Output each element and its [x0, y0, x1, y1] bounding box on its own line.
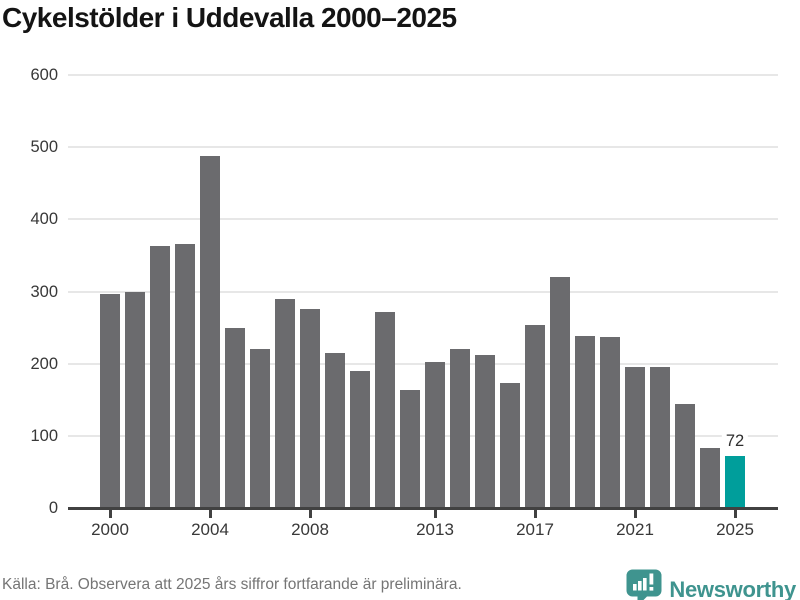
newsworthy-logo-icon	[626, 569, 662, 600]
gridline-600	[68, 74, 778, 76]
x-axis-tick	[633, 510, 637, 518]
bar-2008	[300, 308, 320, 508]
x-axis-line	[68, 507, 778, 510]
y-axis-label: 200	[30, 354, 58, 373]
bar-2015	[475, 355, 495, 508]
newsworthy-brand-name: Newsworthy	[669, 577, 796, 600]
x-axis-tick	[208, 510, 212, 518]
y-axis-label: 0	[48, 499, 58, 517]
bar-2022	[650, 366, 670, 508]
bar-2013	[425, 362, 445, 508]
chart-footer: Källa: Brå. Observera att 2025 års siffr…	[0, 569, 800, 600]
bar-2010	[350, 370, 370, 508]
bar-2017	[525, 324, 545, 508]
bar-2018	[550, 277, 570, 508]
x-axis-label: 2000	[91, 520, 129, 539]
bar-2005	[225, 327, 245, 508]
bar-2012	[400, 389, 420, 508]
y-axis-label: 600	[30, 66, 58, 84]
x-axis-tick	[308, 510, 312, 518]
x-axis-label: 2021	[616, 520, 654, 539]
bar-2000	[100, 293, 120, 508]
bar-2004	[200, 155, 220, 508]
bar-2023	[675, 404, 695, 508]
bar-2006	[250, 349, 270, 508]
x-axis-label: 2008	[291, 520, 329, 539]
bar-2003	[175, 243, 195, 508]
gridline-300	[68, 290, 778, 293]
gridline-200	[68, 362, 778, 365]
bar-2020	[600, 336, 620, 508]
x-axis-label: 2004	[191, 520, 229, 539]
gridline-500	[68, 146, 778, 149]
bar-2011	[375, 312, 395, 508]
y-axis-label: 300	[30, 282, 58, 301]
chart-title: Cykelstölder i Uddevalla 2000–2025	[2, 2, 457, 33]
bar-2014	[450, 348, 470, 508]
newsworthy-brand: Newsworthy	[626, 569, 796, 600]
gridline-100	[68, 434, 778, 437]
bar-2002	[150, 246, 170, 508]
bar-chart-plot-area: 0 100 200 300 400 500 600 2000 2004 2008 2013 2017 2…	[30, 66, 778, 539]
bar-2001	[125, 291, 145, 508]
y-axis-label: 100	[30, 426, 58, 445]
x-axis-tick	[433, 510, 437, 518]
bar-2007	[275, 299, 295, 508]
y-axis-label: 500	[30, 138, 58, 157]
x-axis-tick	[108, 510, 112, 518]
bar-2016	[500, 383, 520, 508]
bar-highlighted-2025	[725, 456, 745, 508]
x-axis-label: 2017	[516, 520, 554, 539]
y-axis-label: 400	[30, 210, 58, 229]
bar-2009	[325, 352, 345, 508]
x-axis-label: 2013	[416, 520, 454, 539]
x-axis-label: 2025	[716, 520, 754, 539]
highlight-value-label: 72	[721, 432, 749, 452]
bar-2019	[575, 336, 595, 508]
gridline-400	[68, 218, 778, 221]
x-axis-tick	[733, 510, 737, 518]
bar-2024	[700, 448, 720, 508]
bar-2021	[625, 367, 645, 508]
source-note: Källa: Brå. Observera att 2025 års siffr…	[2, 576, 462, 593]
x-axis-tick	[533, 510, 537, 518]
